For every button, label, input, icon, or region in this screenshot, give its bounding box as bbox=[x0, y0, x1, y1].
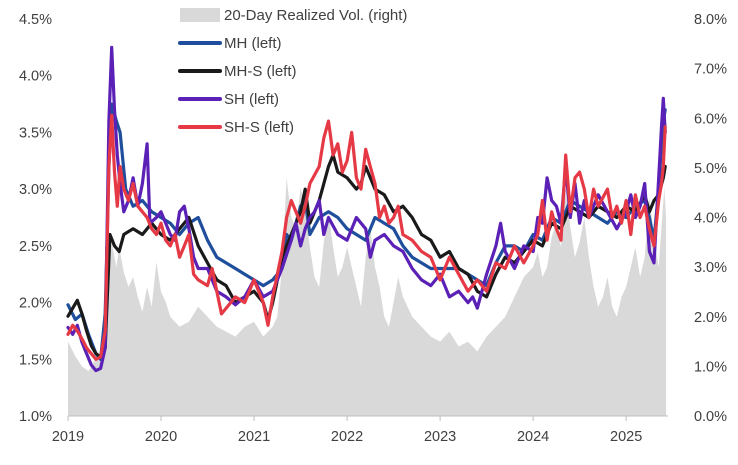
series-line-sh-s-left bbox=[66, 113, 667, 361]
y-right-tick-label: 0.0% bbox=[694, 409, 727, 425]
line-layer bbox=[66, 45, 667, 373]
x-tick-label: 2024 bbox=[517, 429, 549, 445]
y-left-tick-label: 3.0% bbox=[19, 182, 52, 198]
y-right-tick-label: 2.0% bbox=[694, 310, 727, 326]
y-right-tick-label: 1.0% bbox=[694, 359, 727, 375]
legend-entry-mh-s-left: MH-S (left) bbox=[178, 63, 297, 80]
series-area-20-day-realized-vol-right bbox=[68, 177, 667, 416]
y-left-tick-label: 4.5% bbox=[19, 12, 52, 28]
legend-entry-mh-left: MH (left) bbox=[178, 35, 282, 52]
legend: 20-Day Realized Vol. (right) MH (left) MH-… bbox=[178, 7, 407, 136]
legend-label: SH-S (left) bbox=[224, 119, 294, 136]
y-right-tick-label: 5.0% bbox=[694, 161, 727, 177]
x-tick-label: 2020 bbox=[145, 429, 177, 445]
legend-entry-sh-s-left: SH-S (left) bbox=[178, 119, 294, 136]
y-left-tick-label: 4.0% bbox=[19, 69, 52, 85]
legend-label: MH (left) bbox=[224, 35, 282, 52]
y-right-tick-label: 3.0% bbox=[694, 260, 727, 276]
y-left-tick-label: 3.5% bbox=[19, 125, 52, 141]
x-tick-label: 2022 bbox=[331, 429, 363, 445]
x-tick-label: 2025 bbox=[610, 429, 642, 445]
y-left-tick-label: 1.5% bbox=[19, 352, 52, 368]
legend-entry-20-day-realized-vol-right: 20-Day Realized Vol. (right) bbox=[180, 7, 407, 24]
legend-entry-sh-left: SH (left) bbox=[178, 91, 279, 108]
x-tick-label: 2021 bbox=[238, 429, 270, 445]
y-right-tick-label: 7.0% bbox=[694, 62, 727, 78]
x-tick-label: 2023 bbox=[424, 429, 456, 445]
x-tick-label: 2019 bbox=[52, 429, 84, 445]
legend-label: MH-S (left) bbox=[224, 63, 297, 80]
y-left-tick-label: 2.5% bbox=[19, 239, 52, 255]
legend-swatch bbox=[180, 8, 220, 22]
y-right-tick-label: 4.0% bbox=[694, 211, 727, 227]
legend-label: 20-Day Realized Vol. (right) bbox=[224, 7, 407, 24]
axis-layer: 2019 2020 2021 2022 2023 2024 2025 1.0% 1.5% 2.0%… bbox=[19, 12, 727, 445]
legend-label: SH (left) bbox=[224, 91, 279, 108]
area-layer bbox=[68, 177, 667, 416]
y-left-tick-label: 1.0% bbox=[19, 409, 52, 425]
y-left-tick-label: 2.0% bbox=[19, 296, 52, 312]
y-right-tick-label: 8.0% bbox=[694, 12, 727, 28]
y-right-tick-label: 6.0% bbox=[694, 111, 727, 127]
